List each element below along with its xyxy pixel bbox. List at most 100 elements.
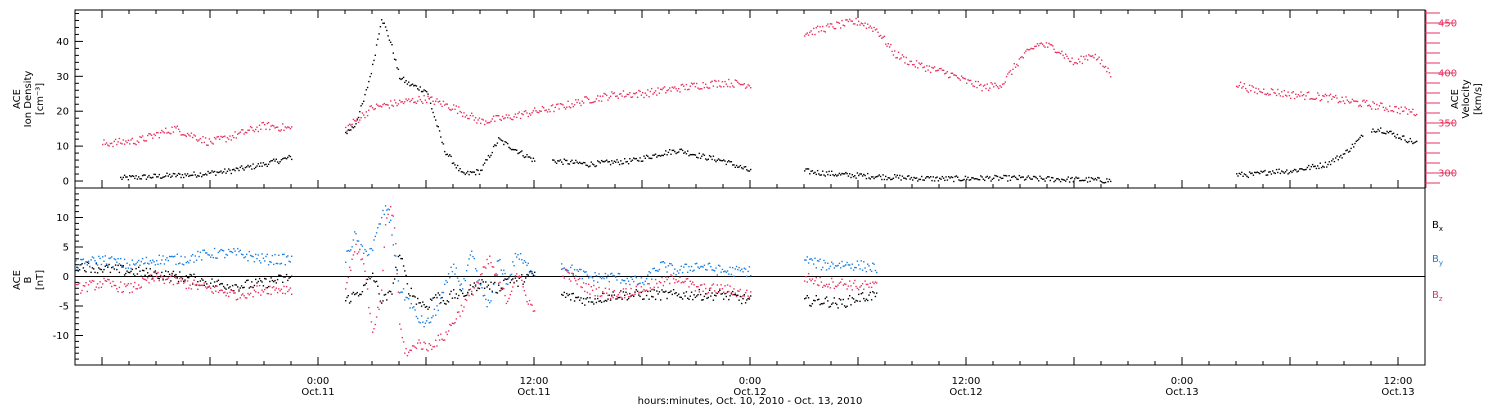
by-point (414, 309, 416, 311)
density-point (249, 165, 252, 167)
velocity-point (697, 87, 699, 89)
velocity-point (1066, 55, 1068, 58)
velocity-point (1359, 104, 1361, 106)
by-point (513, 265, 515, 267)
velocity-point (1332, 96, 1334, 98)
density-point (1266, 174, 1269, 176)
velocity-point (579, 102, 581, 104)
bz-point (140, 286, 142, 288)
bx-point (177, 280, 180, 283)
density-point (1350, 147, 1352, 150)
density-point (720, 159, 722, 162)
bx-point (858, 293, 860, 296)
velocity-point (1395, 106, 1397, 108)
velocity-point (1376, 103, 1378, 106)
by-point (87, 260, 90, 262)
density-point (186, 173, 189, 175)
bz-point (611, 295, 613, 298)
bz-point (514, 275, 517, 277)
density-point (1302, 169, 1305, 171)
by-point (690, 265, 693, 268)
velocity-point (658, 92, 661, 94)
bz-point (726, 284, 729, 286)
bz-point (698, 291, 700, 293)
velocity-tick-label: 450 (1438, 19, 1457, 30)
bz-point (495, 272, 497, 275)
bz-point (748, 296, 751, 299)
velocity-point (1272, 89, 1274, 91)
velocity-point (278, 129, 280, 132)
bx-point (816, 299, 819, 301)
velocity-point (492, 115, 495, 117)
bz-point (639, 291, 641, 294)
bz-point (433, 345, 436, 348)
velocity-point (350, 124, 352, 126)
velocity-point (357, 121, 360, 123)
velocity-point (1349, 102, 1351, 104)
bx-point (411, 295, 414, 297)
velocity-point (431, 96, 433, 98)
velocity-point (179, 130, 181, 133)
density-point (667, 151, 670, 154)
by-point (854, 266, 856, 269)
density-point (202, 174, 204, 176)
density-point (928, 177, 931, 179)
density-point (899, 174, 901, 177)
velocity-point (441, 105, 443, 108)
by-point (849, 264, 851, 266)
bx-point (193, 273, 195, 275)
bx-point (672, 289, 675, 291)
density-point (747, 170, 749, 172)
bx-point (427, 308, 429, 310)
density-point (1035, 176, 1037, 179)
velocity-point (887, 43, 889, 45)
bz-point (395, 243, 397, 245)
bx-point (859, 300, 861, 302)
velocity-point (192, 136, 194, 139)
bx-point (630, 295, 632, 297)
by-point (246, 253, 248, 256)
density-point (237, 167, 239, 170)
by-point (642, 282, 644, 284)
by-point (451, 270, 454, 273)
velocity-point (890, 43, 892, 46)
velocity-point (144, 140, 146, 142)
bz-point (476, 281, 478, 283)
bx-point (390, 290, 392, 293)
velocity-point (540, 110, 542, 112)
bx-point (477, 287, 479, 289)
density-point (972, 177, 974, 179)
density-point (1039, 175, 1041, 177)
velocity-point (847, 20, 850, 23)
density-point (177, 172, 180, 175)
by-point (156, 260, 158, 262)
density-point (896, 174, 898, 176)
bx-point (454, 297, 456, 299)
velocity-point (435, 100, 437, 102)
by-point (672, 272, 675, 275)
density-point (1306, 166, 1309, 169)
bx-point (714, 294, 716, 296)
density-point (683, 152, 685, 154)
density-point (1272, 170, 1274, 172)
velocity-point (1017, 65, 1019, 67)
bz-point (742, 295, 744, 297)
by-point (129, 264, 131, 266)
velocity-point (494, 120, 496, 122)
density-point (1386, 130, 1388, 133)
bx-point (460, 290, 463, 292)
velocity-point (912, 64, 914, 66)
bx-point (588, 301, 590, 303)
bx-point (175, 273, 177, 276)
velocity-point (139, 136, 141, 138)
bx-point (87, 262, 90, 264)
velocity-point (559, 103, 562, 105)
bx-point (224, 287, 226, 289)
density-point (986, 175, 988, 178)
density-point (1054, 179, 1057, 182)
velocity-point (1084, 58, 1086, 60)
velocity-point (197, 140, 199, 142)
by-point (193, 261, 195, 263)
density-point (1282, 171, 1284, 173)
density-point (976, 178, 978, 180)
